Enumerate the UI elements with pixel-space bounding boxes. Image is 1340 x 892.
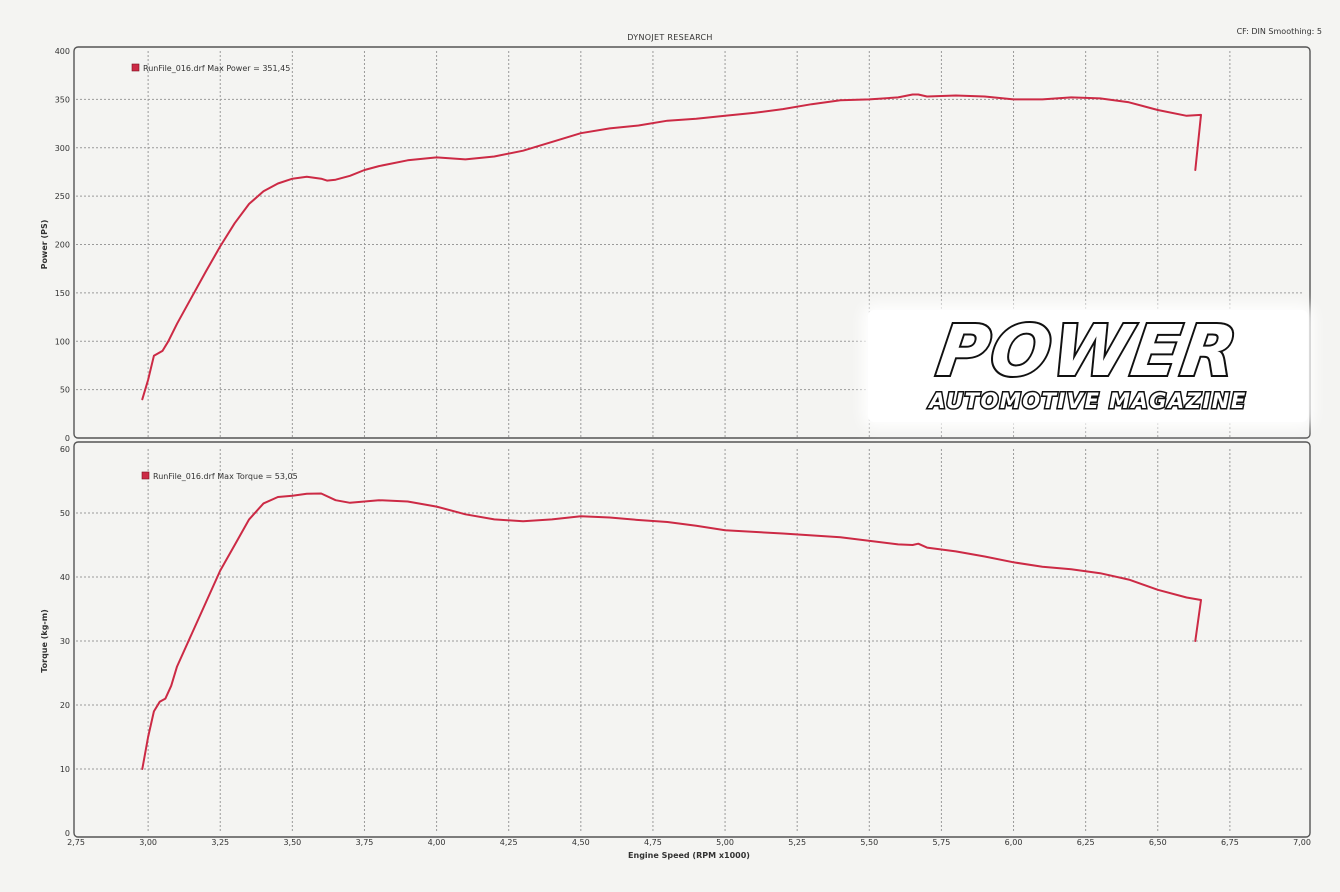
x-tick-label: 5,50: [860, 838, 878, 847]
logo-main-text: POWER: [930, 308, 1245, 394]
power-y-tick-label: 300: [55, 144, 70, 153]
power-y-tick-label: 0: [65, 434, 70, 443]
x-tick-label: 6,50: [1149, 838, 1167, 847]
torque-y-tick-label: 20: [60, 701, 70, 710]
power-panel-frame: [73, 46, 1311, 439]
torque-y-tick-label: 10: [60, 765, 70, 774]
x-tick-label: 3,75: [356, 838, 374, 847]
x-tick-label: 5,00: [716, 838, 734, 847]
x-tick-label: 2,75: [67, 838, 85, 847]
x-tick-label: 6,75: [1221, 838, 1239, 847]
x-tick-label: 4,75: [644, 838, 662, 847]
torque-legend-label: RunFile_016.drf Max Torque = 53,05: [153, 472, 298, 481]
power-legend-swatch: [131, 63, 140, 72]
x-tick-label: 7,00: [1293, 838, 1311, 847]
power-y-tick-label: 400: [55, 47, 70, 56]
power-y-tick-label: 50: [60, 386, 70, 395]
power-legend-label: RunFile_016.drf Max Power = 351,45: [143, 64, 290, 73]
torque-panel-frame: [73, 441, 1311, 838]
x-tick-label: 6,00: [1005, 838, 1023, 847]
power-y-tick-label: 100: [55, 337, 70, 346]
power-y-tick-label: 200: [55, 241, 70, 250]
torque-y-tick-label: 40: [60, 573, 70, 582]
x-tick-label: 6,25: [1077, 838, 1095, 847]
x-tick-label: 3,00: [139, 838, 157, 847]
power-y-tick-label: 350: [55, 95, 70, 104]
power-y-tick-label: 150: [55, 289, 70, 298]
torque-y-axis-title: Torque (kg-m): [40, 609, 49, 672]
torque-y-tick-label: 60: [60, 445, 70, 454]
power-curve: [141, 93, 1202, 401]
x-tick-label: 5,25: [788, 838, 806, 847]
x-tick-label: 4,25: [500, 838, 518, 847]
torque-y-tick-label: 30: [60, 637, 70, 646]
x-tick-label: 4,00: [428, 838, 446, 847]
torque-panel: 2,75 3,00 3,25 3,50 3,75 4,00 4,25 4,50 4,75 5,00…: [40, 441, 1311, 847]
x-tick-label: 5,75: [933, 838, 951, 847]
torque-y-tick-label: 50: [60, 509, 70, 518]
chart-header-settings: CF: DIN Smoothing: 5: [1236, 27, 1322, 36]
torque-curve: [141, 492, 1202, 770]
power-y-tick-label: 250: [55, 192, 70, 201]
x-tick-label: 3,25: [211, 838, 229, 847]
torque-y-tick-label: 0: [65, 829, 70, 838]
power-magazine-logo: POWER AUTOMOTIVE MAGAZINE: [868, 308, 1308, 422]
x-axis-title: Engine Speed (RPM x1000): [628, 851, 750, 860]
x-tick-label: 4,50: [572, 838, 590, 847]
logo-sub-text: AUTOMOTIVE MAGAZINE: [928, 388, 1247, 415]
power-y-axis-title: Power (PS): [40, 220, 49, 270]
chart-header-title: DYNOJET RESEARCH: [627, 33, 713, 42]
x-tick-label: 3,50: [283, 838, 301, 847]
torque-legend-swatch: [141, 471, 150, 480]
